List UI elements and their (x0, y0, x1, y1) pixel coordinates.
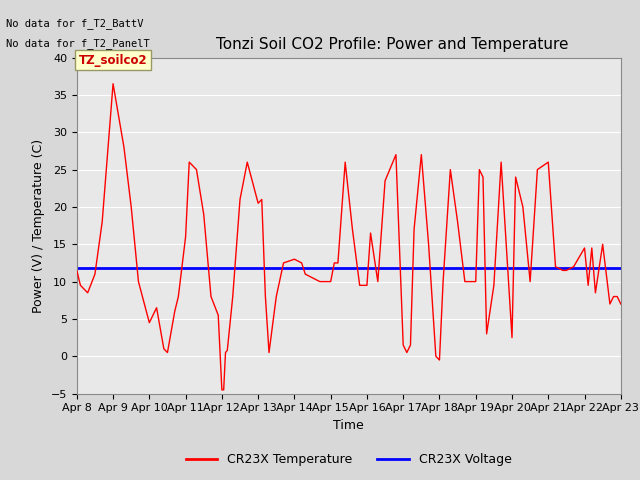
X-axis label: Time: Time (333, 419, 364, 432)
Legend: CR23X Temperature, CR23X Voltage: CR23X Temperature, CR23X Voltage (181, 448, 516, 471)
Title: Tonzi Soil CO2 Profile: Power and Temperature: Tonzi Soil CO2 Profile: Power and Temper… (216, 37, 568, 52)
Text: No data for f_T2_BattV: No data for f_T2_BattV (6, 18, 144, 29)
Text: TZ_soilco2: TZ_soilco2 (79, 54, 147, 67)
Y-axis label: Power (V) / Temperature (C): Power (V) / Temperature (C) (32, 139, 45, 312)
Text: No data for f_T2_PanelT: No data for f_T2_PanelT (6, 37, 150, 48)
